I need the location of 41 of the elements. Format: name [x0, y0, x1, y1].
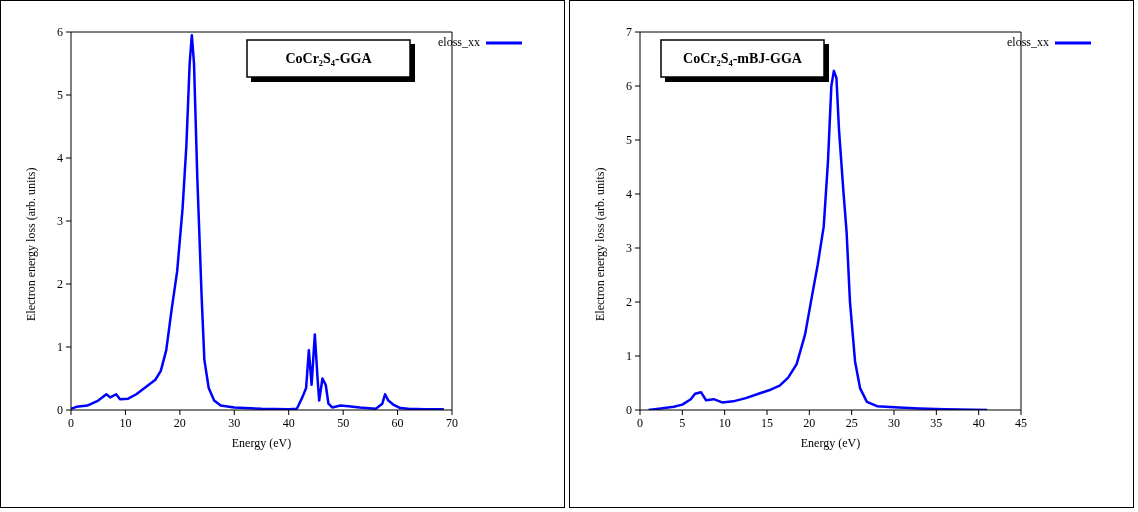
x-tick-label: 5 [679, 415, 686, 430]
x-tick-label: 0 [637, 415, 643, 430]
x-tick-label: 50 [337, 415, 350, 430]
y-tick-label: 5 [57, 88, 63, 103]
y-tick-label: 3 [57, 214, 63, 229]
y-tick-label: 5 [626, 133, 632, 148]
y-tick-label: 0 [57, 403, 63, 418]
y-tick-label: 0 [626, 403, 632, 418]
y-tick-label: 2 [626, 295, 632, 310]
x-tick-label: 40 [972, 415, 985, 430]
x-tick-label: 70 [446, 415, 458, 430]
x-tick-label: 45 [1015, 415, 1027, 430]
text: CoCr₂S₄-mBJ-GGA [661, 40, 824, 77]
x-tick-label: 10 [718, 415, 731, 430]
y-tick-label: 4 [57, 151, 63, 166]
y-tick-label: 1 [626, 349, 632, 364]
legend-label: eloss_xx [1007, 35, 1049, 50]
x-tick-label: 60 [391, 415, 404, 430]
x-tick-label: 15 [761, 415, 773, 430]
y-tick-label: 1 [57, 340, 63, 355]
x-tick-label: 25 [845, 415, 858, 430]
legend-label: eloss_xx [438, 35, 480, 50]
y-tick-label: 4 [626, 187, 632, 202]
x-axis-title: Energy (eV) [231, 436, 292, 450]
y-tick-label: 6 [57, 25, 63, 40]
x-tick-label: 35 [930, 415, 943, 430]
y-axis-title: Electron energy loss (arb. units) [593, 167, 608, 321]
text: CoCr₂S₄-GGA [247, 40, 410, 77]
x-tick-label: 20 [173, 415, 186, 430]
y-tick-label: 2 [57, 277, 63, 292]
x-tick-label: 10 [119, 415, 132, 430]
y-tick-label: 3 [626, 241, 632, 256]
y-tick-label: 6 [626, 79, 632, 94]
x-tick-label: 30 [888, 415, 900, 430]
y-axis-title: Electron energy loss (arb. units) [24, 167, 39, 321]
x-tick-label: 40 [282, 415, 295, 430]
x-tick-label: 0 [68, 415, 74, 430]
x-axis-title: Energy (eV) [800, 436, 861, 450]
x-tick-label: 30 [228, 415, 241, 430]
x-tick-label: 20 [803, 415, 816, 430]
y-tick-label: 7 [626, 25, 632, 40]
